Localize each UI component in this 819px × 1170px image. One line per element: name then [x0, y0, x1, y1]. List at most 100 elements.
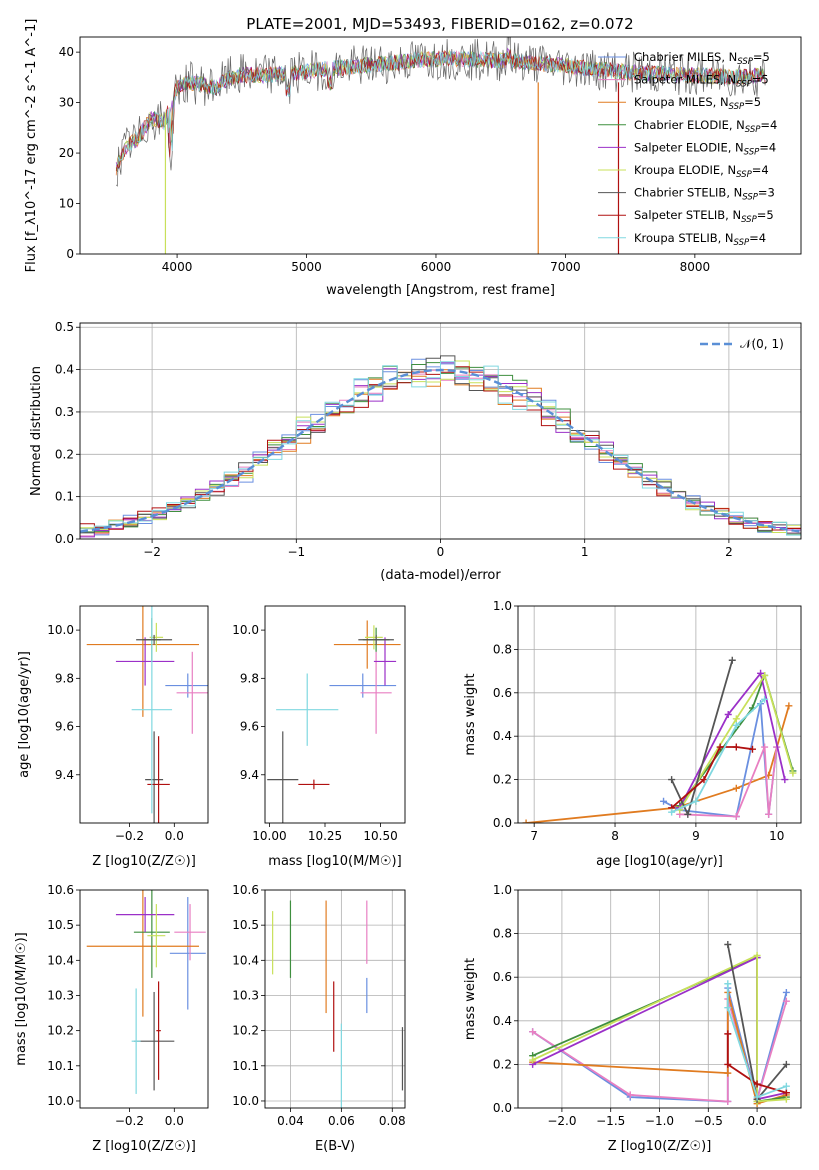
figure-title: PLATE=2001, MJD=53493, FIBERID=0162, z=0… [246, 15, 633, 33]
age_vs_mass-plot-area [267, 620, 401, 823]
weight_vs_Z-point-marker [626, 1091, 634, 1099]
weight_vs_age-point-marker [684, 810, 692, 818]
weight_vs_age-point-marker [692, 797, 700, 805]
weight_vs_Z-point-marker [782, 1060, 790, 1068]
spectrum-ytick-label: 20 [59, 146, 74, 160]
legend-label: Chabrier STELIB, NSSP=3 [634, 186, 775, 203]
axes-frame [264, 889, 406, 1109]
legend-label: Chabrier ELODIE, NSSP=4 [634, 118, 777, 135]
mass_vs_Z-xtick-label: −0.2 [115, 1114, 144, 1128]
residuals-xtick-label: −1 [287, 545, 305, 559]
residuals-legend: 𝒩(0, 1) [700, 337, 784, 351]
age_vs_Z-ytick-label: 9.6 [55, 720, 74, 734]
age_vs_mass-xtick-label: 10.00 [252, 829, 286, 843]
weight_vs_Z-point-marker [782, 1095, 790, 1103]
age_vs_mass-xtick-label: 10.25 [308, 829, 342, 843]
age_vs_Z-plot-area [86, 606, 208, 823]
weight_vs_Z-series-line [532, 953, 787, 1103]
weight_vs_Z-xtick-label: −1.0 [645, 1114, 674, 1128]
weight_vs_age-xtick-label: 9 [692, 829, 700, 843]
mass_vs_Z-panel: −0.2 0.0 10.0 10.1 10.2 10.3 10.4 10.5 10.6 Z [lo… [14, 883, 209, 1154]
weight_vs_age-point-marker [789, 769, 797, 777]
legend-label: Salpeter ELODIE, NSSP=4 [634, 140, 776, 157]
residuals-xtick-label: 1 [581, 545, 589, 559]
weight_vs_age-point-marker [522, 819, 530, 823]
spectrum-ytick-label: 40 [59, 45, 74, 59]
weight_vs_age-ytick-label: 0.4 [493, 729, 512, 743]
mass_vs_Z-ytick-label: 10.0 [47, 1094, 74, 1108]
weight_vs_age-point-marker [732, 784, 740, 792]
weight_vs_age-plot-area [518, 606, 801, 823]
mass_vs_ebv-ytick-label: 10.4 [232, 953, 259, 967]
weight_vs_Z-ytick-label: 0.2 [493, 1057, 512, 1071]
legend-label: 𝒩(0, 1) [740, 337, 784, 351]
spectrum-xtick-label: 7000 [550, 260, 581, 274]
weight_vs_Z-point-marker [529, 1056, 537, 1064]
residuals-ytick-label: 0.4 [55, 363, 74, 377]
weight_vs_age-ytick-label: 0.8 [493, 642, 512, 656]
axes-frame [79, 322, 802, 540]
weight_vs_age-point-marker [700, 776, 708, 784]
residuals-ytick-label: 0.0 [55, 532, 74, 546]
residuals-ytick-label: 0.2 [55, 447, 74, 461]
weight_vs_age-series-line [678, 673, 794, 811]
mass_vs_ebv-panel: 0.04 0.06 0.08 10.0 10.1 10.2 10.3 10.4 10.5 10.6… [232, 883, 405, 1154]
weight_vs_Z-point-marker [753, 951, 761, 959]
weight_vs_Z-point-marker [782, 1082, 790, 1090]
mass_vs_Z-xtick-label: 0.0 [165, 1114, 184, 1128]
weight_vs_age-ytick-label: 0.6 [493, 686, 512, 700]
mass_vs_ebv-ytick-label: 10.0 [232, 1094, 259, 1108]
weight_vs_age-point-marker [765, 810, 773, 818]
mass_vs_ebv-ytick-label: 10.2 [232, 1024, 259, 1038]
weight_vs_Z-ytick-label: 0.4 [493, 1014, 512, 1028]
weight_vs_Z-series-line [726, 1033, 787, 1094]
age_vs_Z-ytick-label: 9.8 [55, 671, 74, 685]
mass_vs_ebv-ytick-label: 10.1 [232, 1059, 259, 1073]
spectrum-xtick-label: 5000 [291, 260, 322, 274]
mass_vs_ebv-xtick-label: 0.06 [328, 1114, 355, 1128]
legend-label: Chabrier MILES, NSSP=5 [634, 50, 770, 67]
weight_vs_age-point-marker [724, 711, 732, 718]
axes-frame [79, 36, 802, 255]
weight_vs_Z-point-marker [724, 941, 732, 948]
mass_vs_ebv-xtick-label: 0.04 [277, 1114, 304, 1128]
axes-frame [79, 605, 209, 824]
legend-label: Kroupa MILES, NSSP=5 [634, 95, 761, 112]
residuals-plot-area [80, 323, 801, 539]
weight_vs_Z-ytick-label: 0.0 [493, 1101, 512, 1115]
weight_vs_age-panel: 7 8 9 10 0.0 0.2 0.4 0.6 0.8 1.0 age [log10(age/yr… [463, 599, 802, 869]
age_vs_Z-xlabel: Z [log10(Z/Z☉)] [92, 854, 196, 869]
age_vs_mass-ytick-label: 9.4 [240, 768, 259, 782]
weight_vs_Z-ytick-label: 0.6 [493, 970, 512, 984]
weight_vs_age-point-marker [716, 743, 724, 751]
spectrum-ytick-label: 30 [59, 96, 74, 110]
weight_vs_age-series-line [526, 705, 790, 823]
residuals-xlabel: (data-model)/error [380, 568, 501, 583]
spectrum-plot-area [115, 37, 766, 254]
weight_vs_Z-xtick-label: −2.0 [547, 1114, 576, 1128]
weight_vs_age-ytick-label: 1.0 [493, 599, 512, 613]
age_vs_Z-panel: −0.2 0.0 9.4 9.6 9.8 10.0 Z [log10(Z/Z☉)] age [… [17, 605, 209, 869]
residuals-xtick-label: 2 [725, 545, 733, 559]
axes-frame [517, 605, 802, 824]
weight_vs_age-xtick-label: 8 [611, 829, 619, 843]
residuals-ytick-label: 0.3 [55, 405, 74, 419]
weight_vs_Z-point-marker [724, 1069, 732, 1077]
weight_vs_age-point-marker [732, 721, 740, 729]
weight_vs_Z-point-marker [782, 988, 790, 996]
residuals-xtick-label: 0 [437, 545, 445, 559]
mass_vs_Z-ytick-label: 10.2 [47, 1024, 74, 1038]
age_vs_Z-xtick-label: −0.2 [115, 829, 144, 843]
residuals-ytick-label: 0.5 [55, 320, 74, 334]
mass_vs_Z-ytick-label: 10.1 [47, 1059, 74, 1073]
weight_vs_Z-point-marker [724, 1097, 732, 1105]
weight_vs_Z-plot-area [518, 890, 801, 1108]
spectrum-xtick-label: 8000 [680, 260, 711, 274]
weight_vs_age-point-marker [757, 669, 765, 677]
residuals-xtick-label: −2 [143, 545, 161, 559]
mass_vs_Z-ytick-label: 10.6 [47, 883, 74, 897]
weight_vs_age-point-marker [761, 671, 769, 679]
weight_vs_age-xtick-label: 7 [530, 829, 538, 843]
spectrum-series-line [115, 50, 766, 166]
weight_vs_age-point-marker [732, 715, 740, 723]
